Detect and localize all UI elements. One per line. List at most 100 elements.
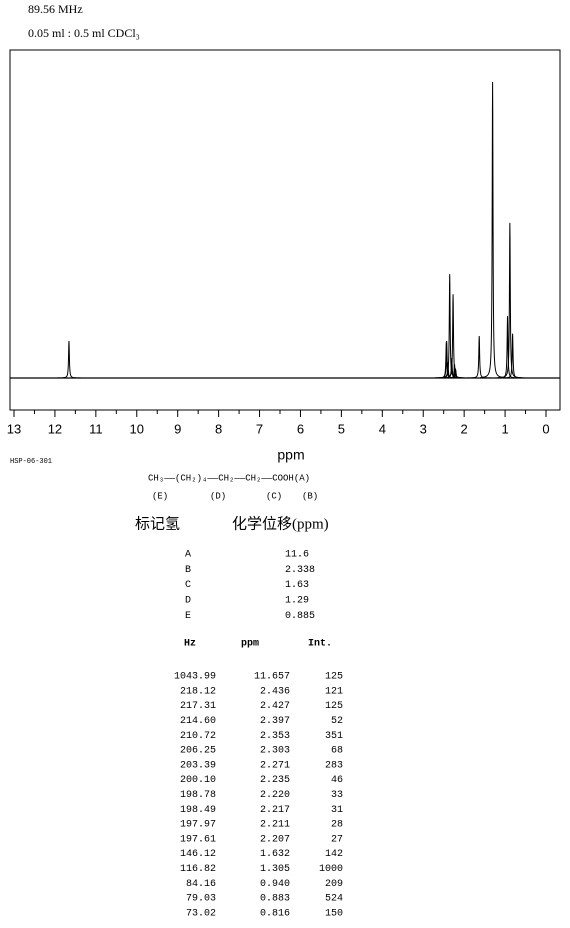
cell: 197.61 <box>180 834 216 845</box>
x-tick-label: 5 <box>338 421 345 436</box>
cell: 0.885 <box>285 611 315 622</box>
cell: 206.25 <box>180 746 216 757</box>
cell: 0.816 <box>260 908 290 919</box>
peak <box>497 222 523 379</box>
x-axis-label: ppm <box>277 447 304 463</box>
cell: 11.657 <box>254 672 290 683</box>
x-tick-label: 0 <box>542 421 549 436</box>
x-tick-label: 12 <box>48 421 62 436</box>
structure-label: (B) <box>302 491 318 501</box>
cell: 524 <box>325 894 343 905</box>
cell: 214.60 <box>180 716 216 727</box>
structure-labels: (E) (D) (C) (B) <box>152 491 318 501</box>
structure-label: (C) <box>266 491 282 501</box>
cell: 209 <box>325 879 343 890</box>
cell: B <box>185 565 191 576</box>
formula: CH₃——(CH₂)₄——CH₂——CH₂——COOH(A) <box>148 473 310 483</box>
structure-label: (E) <box>152 491 168 501</box>
x-tick-label: 11 <box>89 421 103 436</box>
x-tick-label: 13 <box>7 421 21 436</box>
sample: 0.05 ml : 0.5 ml CDCl₃ <box>28 26 140 40</box>
cell: 218.12 <box>180 686 216 697</box>
column-header: Hz <box>184 639 196 650</box>
column-header: ppm <box>241 639 259 650</box>
x-tick-label: 3 <box>420 421 427 436</box>
cell: 2.436 <box>260 686 290 697</box>
cell: 146.12 <box>180 849 216 860</box>
cell: 2.217 <box>260 805 290 816</box>
cell: 150 <box>325 908 343 919</box>
x-tick-label: 2 <box>461 421 468 436</box>
cell: 2.211 <box>260 820 290 831</box>
cell: 0.883 <box>260 894 290 905</box>
cell: 1.305 <box>260 864 290 875</box>
cell: 2.338 <box>285 565 315 576</box>
cell: 2.207 <box>260 834 290 845</box>
cell: 142 <box>325 849 343 860</box>
cell: 125 <box>325 701 343 712</box>
peak-table: Hz ppm Int. 1043.99 11.657 125 218.12 2.436 121 2… <box>174 639 343 920</box>
cell: 1.63 <box>285 580 309 591</box>
cell: 27 <box>331 834 343 845</box>
frequency: 89.56 MHz <box>28 2 83 16</box>
x-tick-label: 10 <box>130 421 144 436</box>
x-tick-label: 9 <box>174 421 181 436</box>
cell: 68 <box>331 746 343 757</box>
cell: 2.397 <box>260 716 290 727</box>
cell: D <box>185 596 191 607</box>
cell: 33 <box>331 790 343 801</box>
cell: 197.97 <box>180 820 216 831</box>
x-tick-label: 8 <box>215 421 222 436</box>
column-header: 化学位移(ppm) <box>232 515 329 532</box>
cell: 2.271 <box>260 760 290 771</box>
cell: 1043.99 <box>174 672 216 683</box>
cell: 1000 <box>319 864 343 875</box>
structure-label: (D) <box>210 491 226 501</box>
cell: 217.31 <box>180 701 216 712</box>
cell: 79.03 <box>186 894 216 905</box>
cell: 121 <box>325 686 343 697</box>
cell: A <box>185 550 191 561</box>
cell: 2.353 <box>260 731 290 742</box>
cell: 28 <box>331 820 343 831</box>
plot-frame <box>9 49 561 411</box>
x-tick-label: 7 <box>256 421 263 436</box>
x-tick-label: 6 <box>297 421 304 436</box>
cell: 11.6 <box>285 550 309 561</box>
peak <box>443 369 468 379</box>
cell: 198.78 <box>180 790 216 801</box>
cell: 2.427 <box>260 701 290 712</box>
peak <box>466 335 492 379</box>
peak <box>440 294 466 379</box>
cell: 200.10 <box>180 775 216 786</box>
cell: 31 <box>331 805 343 816</box>
peak <box>437 274 462 379</box>
cell: 1.29 <box>285 596 309 607</box>
cell: 125 <box>325 672 343 683</box>
cell: 2.220 <box>260 790 290 801</box>
cell: 2.235 <box>260 775 290 786</box>
cell: 2.303 <box>260 746 290 757</box>
cell: E <box>185 611 191 622</box>
cell: 351 <box>325 731 343 742</box>
peak <box>500 333 525 379</box>
assignment-table: 标记氢 化学位移(ppm) A 11.6 B 2.338 C 1.63 D 1.29 E 0.885 <box>135 515 329 621</box>
cell: 46 <box>331 775 343 786</box>
peak <box>56 340 82 379</box>
cell: 210.72 <box>180 731 216 742</box>
column-header: Int. <box>308 639 332 650</box>
cell: 73.02 <box>186 908 216 919</box>
cell: 283 <box>325 760 343 771</box>
cell: 198.49 <box>180 805 216 816</box>
code: HSP-06-301 <box>10 458 52 466</box>
cell: 52 <box>331 716 343 727</box>
cell: 203.39 <box>180 760 216 771</box>
cell: 0.940 <box>260 879 290 890</box>
x-tick-label: 4 <box>379 421 386 436</box>
cell: 1.632 <box>260 849 290 860</box>
x-tick-label: 1 <box>501 421 508 436</box>
cell: 84.16 <box>186 879 216 890</box>
cell: C <box>185 580 191 591</box>
